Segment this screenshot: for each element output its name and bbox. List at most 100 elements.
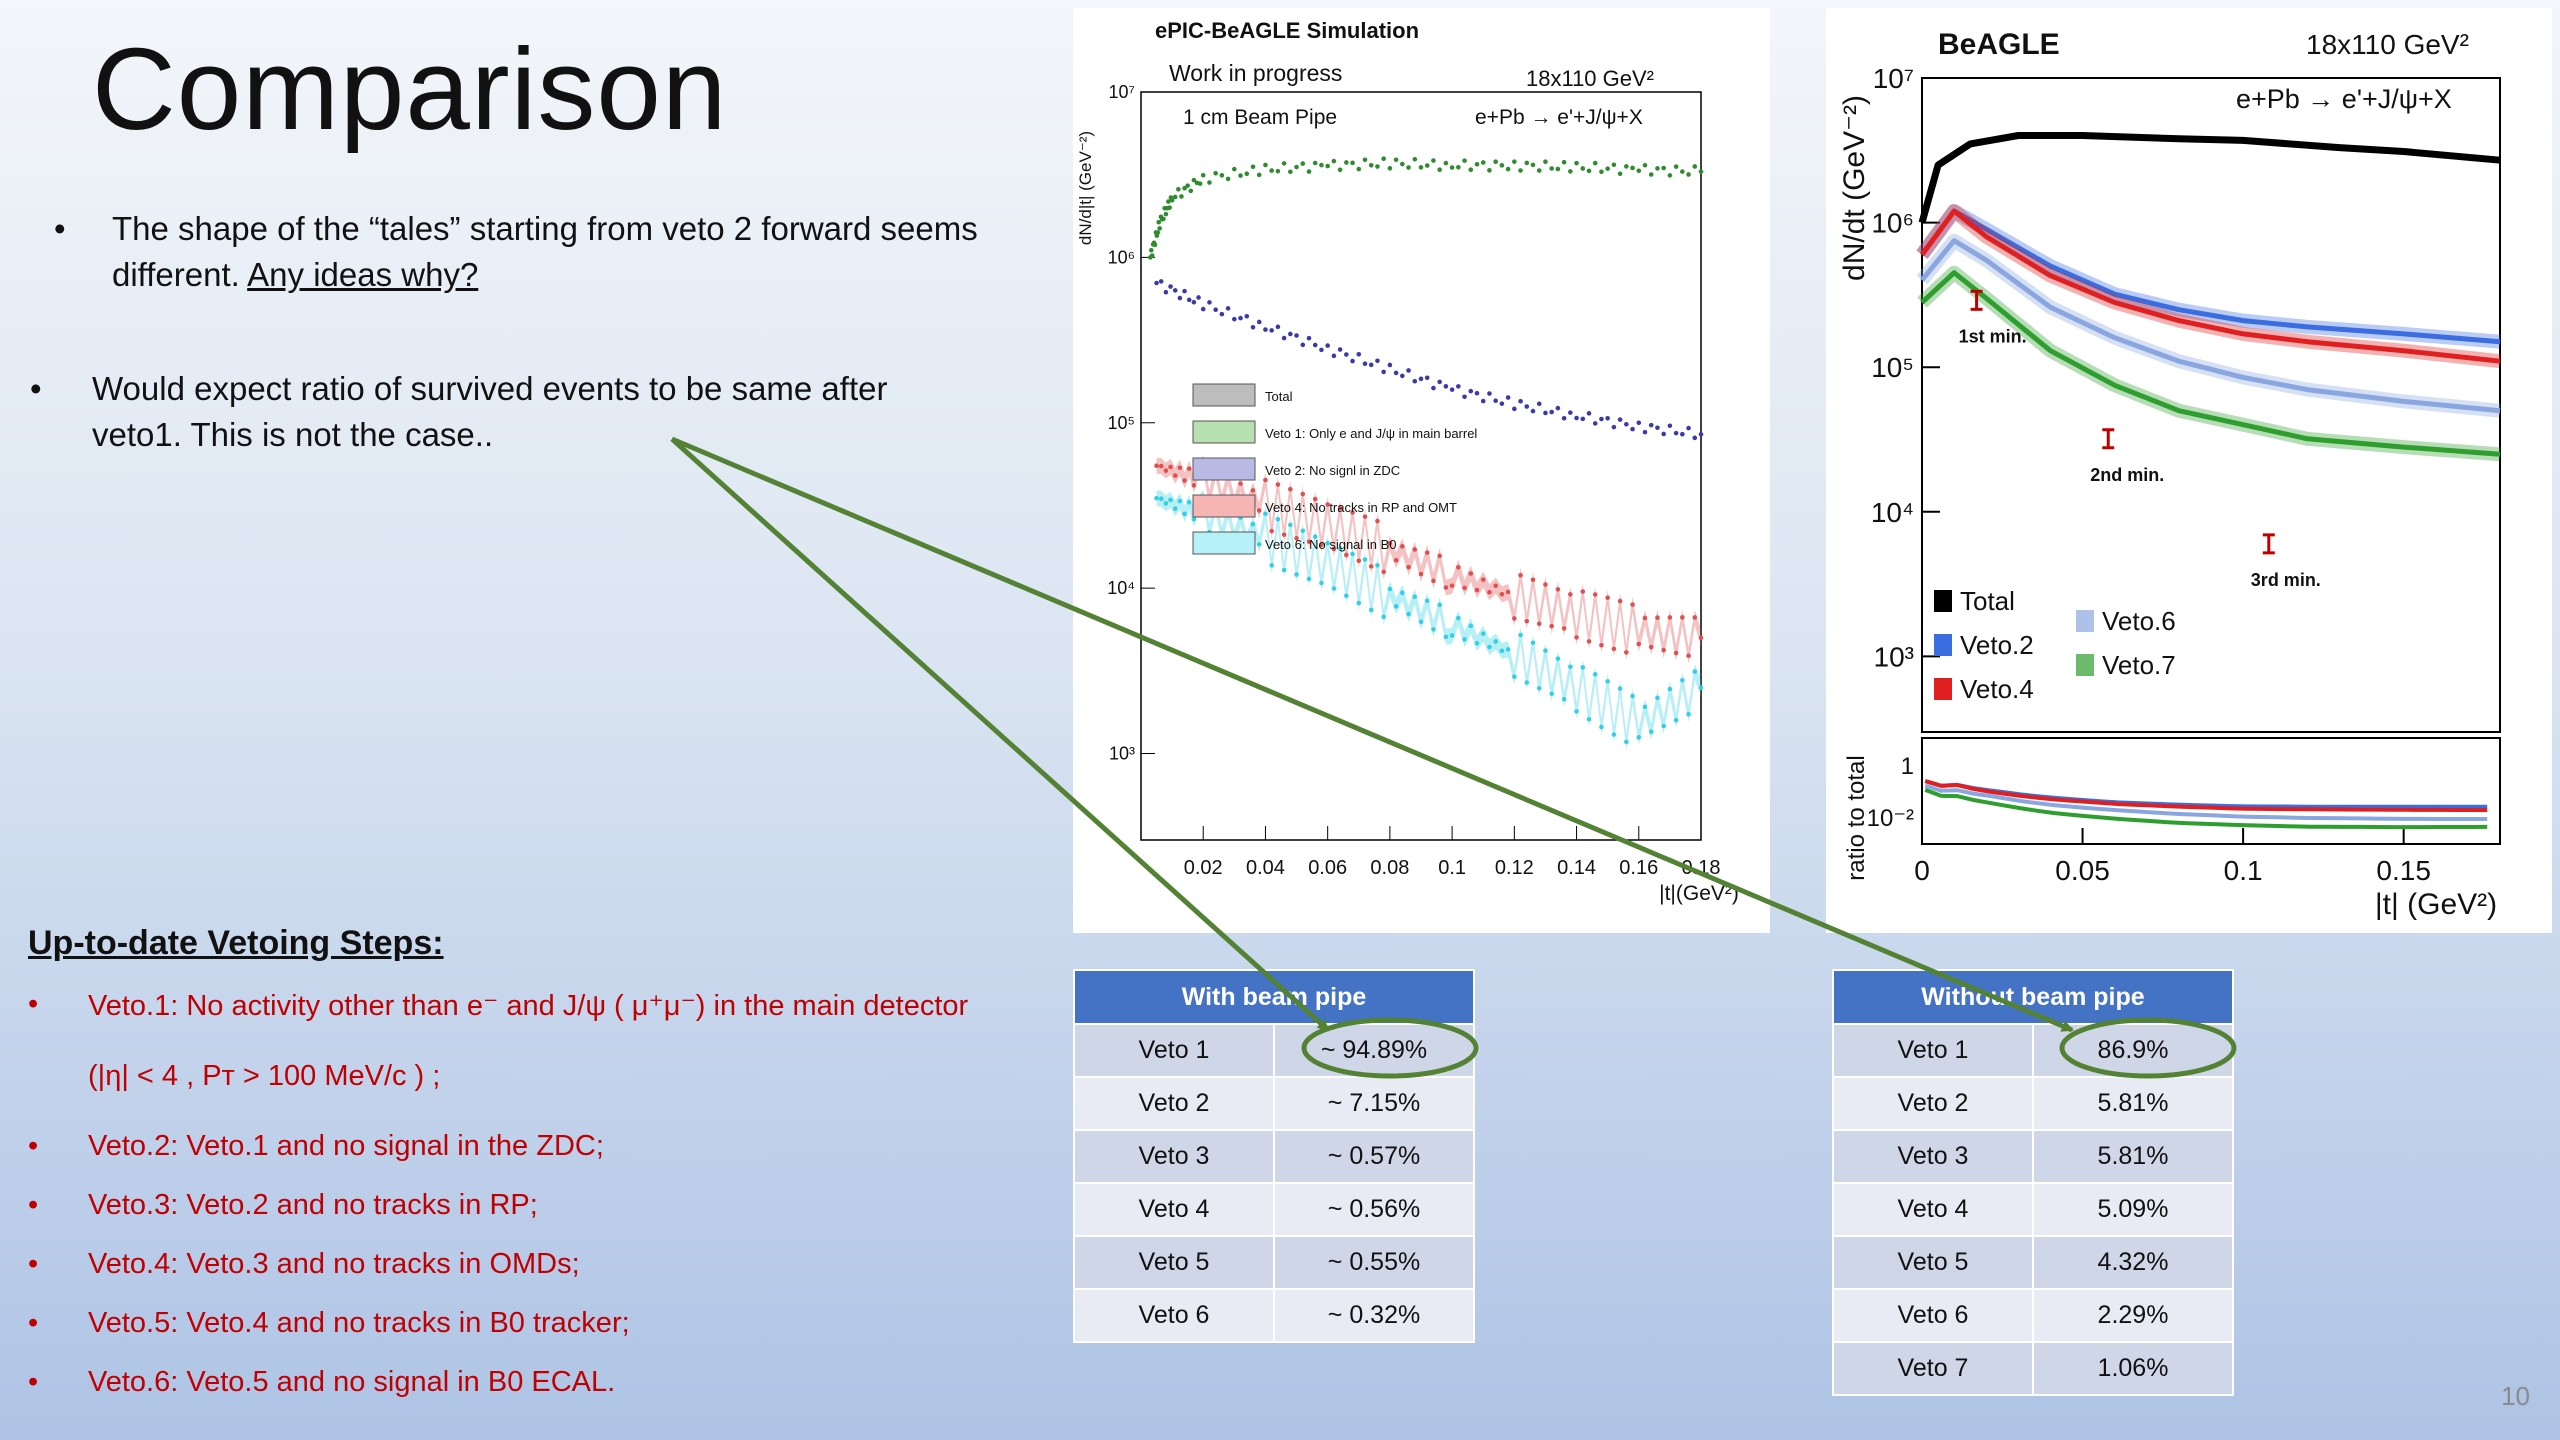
chart1-point: [1686, 425, 1691, 431]
chart1-point: [1462, 637, 1467, 642]
chart1-point: [1368, 162, 1374, 168]
chart1-point: [1424, 550, 1430, 555]
chart1-point: [1599, 416, 1604, 422]
chart1-point: [1536, 168, 1542, 173]
chart2-legend-swatch: [1934, 634, 1952, 656]
chart1-point: [1698, 635, 1704, 641]
step-bullet: •: [28, 1366, 39, 1398]
any-ideas-link[interactable]: Any ideas why?: [247, 256, 479, 293]
chart2-minimum-label: 2nd min.: [2090, 465, 2164, 485]
chart1-xlabel: |t|(GeV²): [1659, 882, 1739, 905]
chart1-point: [1158, 496, 1164, 502]
chart1-subtitle: Work in progress: [1169, 60, 1342, 86]
chart1-point: [1505, 589, 1511, 595]
survival-percent-cell: 5.09%: [2032, 1182, 2234, 1237]
chart1-xtick-label: 0.14: [1557, 857, 1596, 879]
chart1-xtick-label: 0.08: [1370, 857, 1409, 879]
chart1-point: [1368, 564, 1374, 569]
chart1-point: [1480, 577, 1486, 582]
chart1-point: [1275, 482, 1281, 487]
chart1-point: [1154, 463, 1159, 469]
chart1-title: ePIC-BeAGLE Simulation: [1155, 18, 1419, 43]
without-table-row: Veto 5 4.32%: [1832, 1235, 2234, 1290]
chart1-point: [1168, 464, 1173, 470]
chart1-point: [1163, 211, 1169, 217]
chart2-line-2: [1919, 208, 2501, 364]
chart1-point: [1456, 565, 1461, 570]
chart1-point: [1168, 284, 1173, 289]
chart1-point: [1549, 623, 1554, 629]
chart1-point: [1586, 716, 1592, 722]
chart1-point: [1275, 168, 1281, 174]
chart1-point: [1592, 672, 1598, 677]
chart1-point: [1630, 165, 1635, 171]
with-table-row: Veto 1 ~ 94.89%: [1073, 1023, 1475, 1078]
slide-title: Comparison: [92, 24, 728, 154]
chart1-point: [1655, 695, 1660, 701]
chart1-point: [1530, 640, 1536, 646]
chart1-point: [1499, 591, 1505, 597]
survival-percent-cell: 4.32%: [2032, 1235, 2234, 1290]
chart1-point: [1549, 691, 1554, 697]
without-table-row: Veto 4 5.09%: [1832, 1182, 2234, 1237]
chart1-point: [1149, 253, 1155, 258]
chart1-point: [1437, 602, 1442, 608]
chart1-point: [1487, 589, 1492, 595]
page-number: 10: [2501, 1381, 2530, 1411]
chart1-point: [1387, 362, 1393, 368]
with-beam-pipe-table: With beam pipe Veto 1 ~ 94.89% Veto 2 ~ 7.1…: [1073, 969, 1475, 1343]
chart1-point: [1362, 514, 1368, 519]
chart1-ytick-label: 10⁷: [1108, 82, 1135, 102]
chart1-legend-swatch: [1192, 383, 1256, 407]
chart1-point: [1375, 563, 1380, 568]
chart1-legend-label: Veto 2: No signl in ZDC: [1265, 463, 1400, 478]
chart1-point: [1344, 352, 1349, 357]
chart1-ytick-label: 10⁴: [1107, 578, 1135, 598]
chart1-legend-swatch: [1192, 457, 1256, 481]
chart1-point: [1611, 646, 1617, 652]
chart1-point: [1172, 473, 1178, 478]
chart1-point: [1250, 521, 1256, 527]
chart1-point: [1288, 169, 1293, 175]
survival-percent-cell: 5.81%: [2032, 1076, 2234, 1131]
chart1-point: [1524, 680, 1530, 685]
chart1-point: [1493, 159, 1498, 165]
chart1-point: [1487, 168, 1492, 173]
veto-label-cell: Veto 7: [1832, 1341, 2034, 1396]
without-table-row: Veto 7 1.06%: [1832, 1341, 2234, 1396]
chart1-point: [1263, 162, 1268, 168]
chart2-xtick-label: 0.05: [2055, 855, 2110, 886]
chart1-point: [1431, 158, 1436, 163]
chart1-point: [1580, 416, 1586, 422]
chart1-point: [1269, 563, 1274, 568]
chart1-point: [1630, 426, 1635, 432]
chart1-point: [1530, 408, 1536, 414]
chart2-minimum-label: 3rd min.: [2251, 570, 2321, 590]
chart1-point: [1182, 511, 1187, 517]
chart1-point: [1350, 358, 1355, 364]
chart1-point: [1549, 409, 1554, 415]
chart1-point: [1468, 167, 1474, 173]
chart1-point: [1661, 647, 1666, 653]
chart1-point: [1487, 644, 1492, 650]
chart1-point: [1350, 160, 1355, 166]
veto-label-cell: Veto 6: [1073, 1288, 1275, 1343]
chart1-xtick-label: 0.06: [1308, 857, 1347, 879]
chart1-point: [1188, 188, 1194, 194]
chart1-point: [1642, 615, 1648, 621]
without-table-row: Veto 3 5.81%: [1832, 1129, 2234, 1184]
chart1-point: [1300, 528, 1306, 534]
chart1-point: [1661, 431, 1666, 437]
chart1-point: [1686, 653, 1691, 659]
chart1-point: [1431, 385, 1436, 391]
chart1-point: [1698, 169, 1704, 174]
chart1-point: [1480, 631, 1486, 636]
chart2-legend-swatch: [2076, 610, 2094, 632]
chart1-point: [1381, 614, 1386, 620]
chart2-process: e+Pb → e'+J/ψ+X: [2236, 84, 2452, 114]
veto-steps-heading: Up-to-date Vetoing Steps:: [28, 924, 444, 962]
chart1-point: [1686, 711, 1691, 717]
step-bullet: •: [28, 1307, 39, 1339]
without-table-row: Veto 6 2.29%: [1832, 1288, 2234, 1343]
chart1-point: [1219, 173, 1225, 178]
